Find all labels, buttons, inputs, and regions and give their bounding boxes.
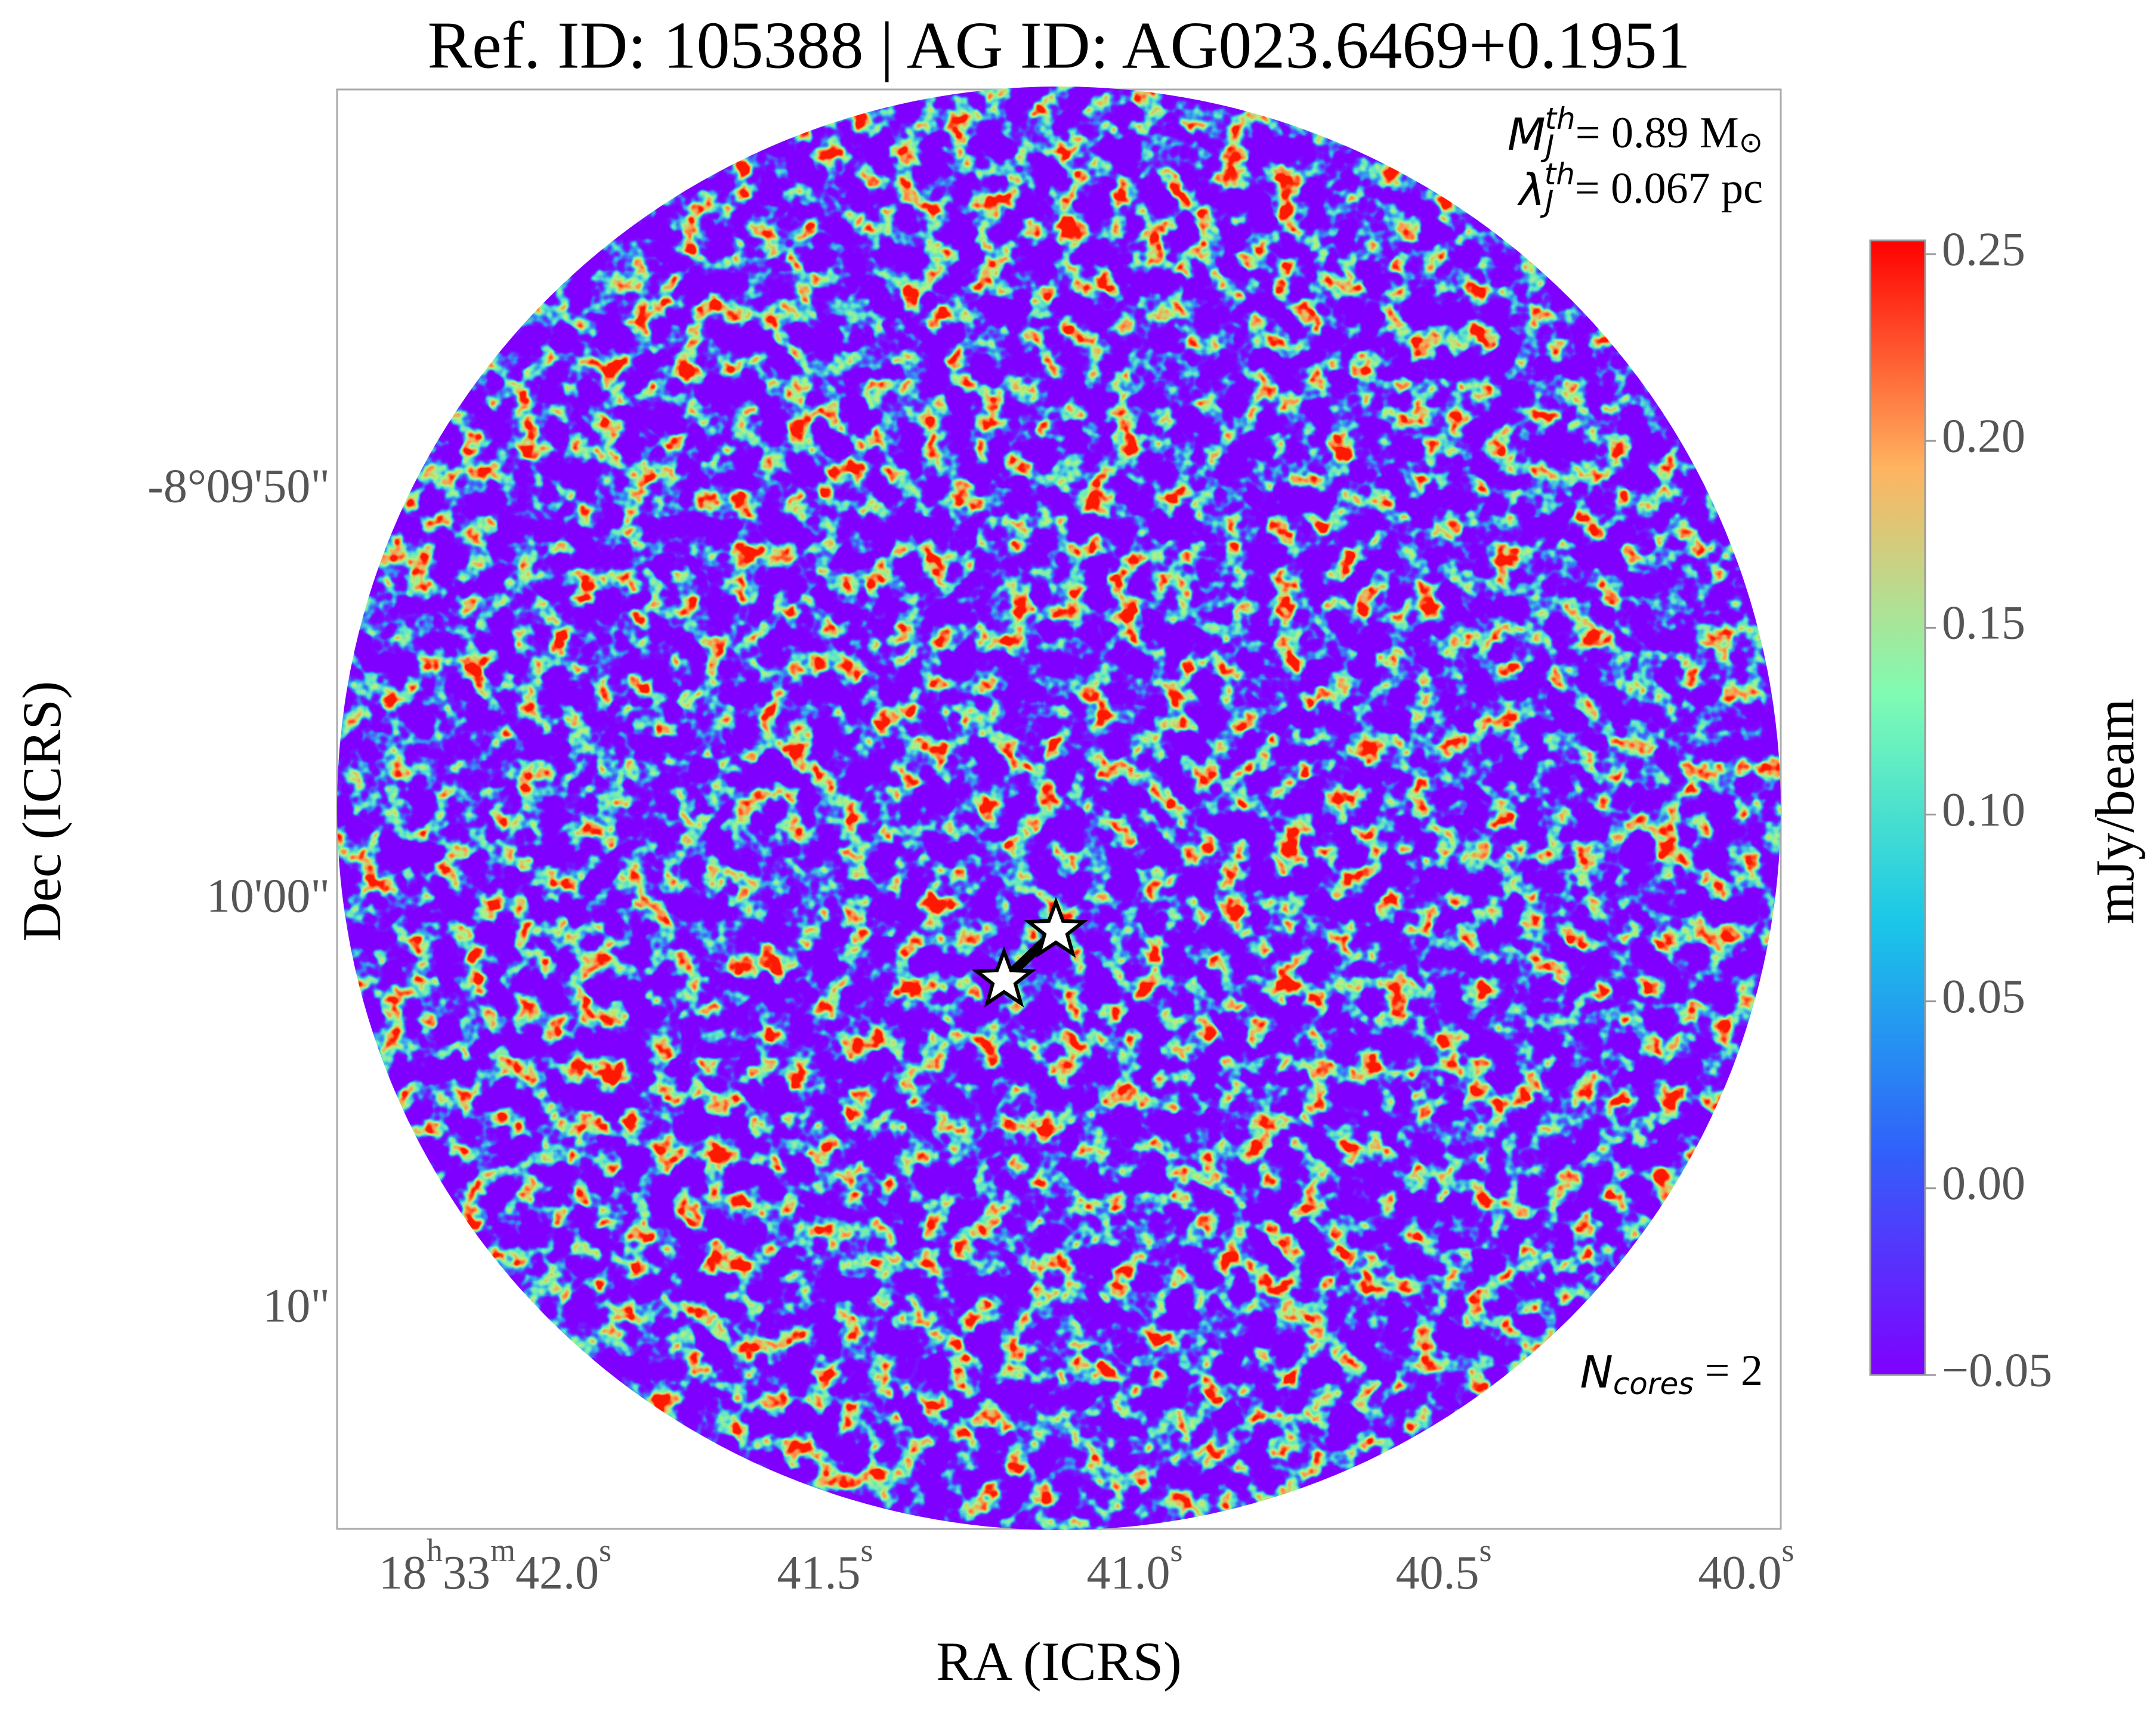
x-tick-sup: h [427, 1532, 443, 1568]
core-count: Ncores = 2 [1580, 1346, 1763, 1401]
x-tick-label: 41.0s [1086, 1532, 1182, 1599]
core-star [1024, 897, 1088, 958]
x-tick-text: 18 [379, 1547, 427, 1599]
x-tick-label: 41.5s [777, 1532, 873, 1599]
x-tick-text: 41.5 [777, 1547, 860, 1599]
x-tick-sup: s [1781, 1532, 1794, 1568]
x-tick-sup: s [599, 1532, 611, 1568]
jeans-mass: MJth= 0.89 M⊙ [1508, 101, 1763, 163]
x-tick-sup: s [1479, 1532, 1491, 1568]
x-tick-text: 33 [443, 1547, 490, 1599]
x-tick-sup: s [1170, 1532, 1182, 1568]
unit-subscript: ⊙ [1739, 127, 1763, 159]
colorbar-tick-label: 0.10 [1942, 784, 2025, 836]
subscript: cores [1613, 1367, 1694, 1401]
x-axis-label: RA (ICRS) [936, 1631, 1182, 1692]
y-tick-label: 10'00" [206, 870, 330, 922]
x-tick-sup: m [490, 1532, 515, 1568]
text: = 0.067 pc [1575, 164, 1763, 213]
colorbar-tick-label: 0.20 [1942, 410, 2025, 463]
y-axis-label: Dec (ICRS) [11, 681, 72, 942]
x-tick-text: 41.0 [1086, 1547, 1170, 1599]
text: = 2 [1694, 1346, 1763, 1395]
x-tick-label: 18h33m42.0s [379, 1532, 611, 1599]
x-tick-text: 40.5 [1395, 1547, 1479, 1599]
colorbar-tick-label: −0.05 [1942, 1344, 2052, 1396]
superscript: th [1545, 157, 1575, 191]
symbol: λ [1516, 165, 1545, 216]
map-image [337, 86, 1781, 1530]
map [337, 86, 1781, 1530]
cores [972, 897, 1088, 1008]
y-tick-label: -8°09'50" [147, 460, 330, 512]
colorbar-tick-label: 0.15 [1942, 597, 2025, 650]
colorbar-tick-label: 0.00 [1942, 1157, 2025, 1210]
x-tick-label: 40.5s [1395, 1532, 1491, 1599]
text: = 0.89 M [1576, 109, 1739, 157]
superscript: th [1545, 101, 1575, 136]
core-star [972, 946, 1036, 1008]
colorbar-label: mJy/beam [2084, 699, 2145, 924]
colorbar-tick-label: 0.25 [1942, 223, 2025, 276]
colorbar-tick-label: 0.05 [1942, 971, 2025, 1023]
colorbar-ticks: −0.05 0.00 0.05 0.10 0.15 0.20 0.25 [1925, 223, 2052, 1396]
x-tick-text: 40.0 [1698, 1547, 1781, 1599]
symbol: M [1508, 109, 1546, 160]
x-tick-label: 40.0s [1698, 1532, 1794, 1599]
x-tick-sup: s [860, 1532, 873, 1568]
y-tick-label: 10" [262, 1280, 330, 1332]
colorbar [1869, 239, 1926, 1376]
chart-title: Ref. ID: 105388 | AG ID: AG023.6469+0.19… [427, 9, 1690, 83]
x-tick-text: 42.0 [515, 1547, 599, 1599]
symbol: N [1580, 1347, 1613, 1398]
jeans-length: λJth= 0.067 pc [1516, 157, 1763, 219]
